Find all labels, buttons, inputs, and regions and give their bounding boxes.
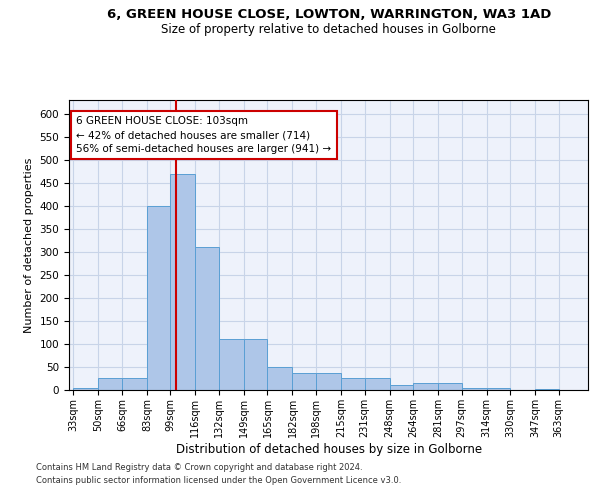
Bar [98, 378, 122, 390]
Text: Size of property relative to detached houses in Golborne: Size of property relative to detached ho… [161, 22, 496, 36]
Bar [292, 372, 316, 390]
Bar [122, 378, 147, 390]
Y-axis label: Number of detached properties: Number of detached properties [24, 158, 34, 332]
Bar [461, 388, 487, 390]
Bar [244, 340, 268, 390]
Bar [389, 386, 413, 390]
Bar [219, 340, 244, 390]
Text: Contains HM Land Registry data © Crown copyright and database right 2024.: Contains HM Land Registry data © Crown c… [36, 464, 362, 472]
Text: 6, GREEN HOUSE CLOSE, LOWTON, WARRINGTON, WA3 1AD: 6, GREEN HOUSE CLOSE, LOWTON, WARRINGTON… [107, 8, 551, 20]
Text: Contains public sector information licensed under the Open Government Licence v3: Contains public sector information licen… [36, 476, 401, 485]
Bar [73, 388, 98, 390]
Bar [487, 388, 510, 390]
Bar [341, 378, 365, 390]
Text: Distribution of detached houses by size in Golborne: Distribution of detached houses by size … [176, 442, 482, 456]
Bar [535, 388, 559, 390]
Bar [196, 248, 219, 390]
Bar [147, 206, 170, 390]
Bar [170, 174, 196, 390]
Text: 6 GREEN HOUSE CLOSE: 103sqm
← 42% of detached houses are smaller (714)
56% of se: 6 GREEN HOUSE CLOSE: 103sqm ← 42% of det… [76, 116, 331, 154]
Bar [413, 383, 438, 390]
Bar [268, 367, 292, 390]
Bar [365, 378, 389, 390]
Bar [316, 372, 341, 390]
Bar [438, 383, 461, 390]
